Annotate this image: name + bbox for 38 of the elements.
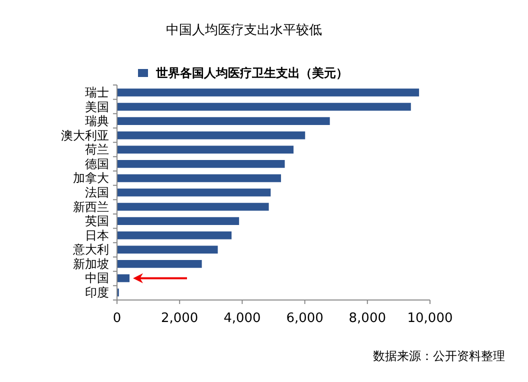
- y-tick-label: 印度: [85, 286, 109, 300]
- y-tick-label: 澳大利亚: [61, 128, 109, 142]
- y-tick-label: 德国: [85, 156, 109, 171]
- y-tick-label: 英国: [85, 214, 109, 228]
- bar: [117, 131, 306, 140]
- chart-title: 中国人均医疗支出水平较低: [166, 23, 322, 38]
- bar: [117, 231, 232, 240]
- bar: [117, 217, 240, 225]
- bar: [117, 117, 330, 125]
- legend-label: 世界各国人均医疗卫生支出（美元）: [155, 66, 348, 80]
- y-tick-label: 新加坡: [73, 256, 109, 271]
- bar: [117, 188, 271, 196]
- bar: [117, 260, 202, 268]
- y-tick-label: 美国: [85, 100, 109, 114]
- bar: [117, 102, 411, 111]
- y-tick-label: 瑞士: [85, 86, 109, 100]
- bar: [117, 160, 285, 168]
- source-note: 数据来源：公开资料整理: [373, 349, 505, 363]
- y-tick-label: 法国: [85, 186, 109, 200]
- bar: [117, 174, 282, 182]
- bar: [117, 274, 130, 282]
- x-tick-label: 6,000: [286, 311, 324, 326]
- y-tick-label: 新西兰: [73, 200, 109, 214]
- bar: [117, 246, 218, 254]
- x-tick-label: 0: [112, 311, 122, 326]
- bar: [117, 202, 269, 211]
- bar: [117, 146, 294, 154]
- y-tick-label: 日本: [85, 228, 109, 242]
- y-tick-label: 中国: [85, 271, 109, 286]
- y-tick-label: 加拿大: [73, 171, 109, 186]
- x-tick-label: 4,000: [224, 311, 261, 326]
- y-tick-label: 意大利: [72, 242, 109, 257]
- x-tick-label: 2,000: [160, 311, 198, 326]
- y-tick-label: 荷兰: [85, 142, 109, 157]
- y-tick-label: 瑞典: [85, 114, 109, 128]
- x-tick-label: 8,000: [348, 311, 386, 326]
- bar: [117, 88, 420, 96]
- x-tick-label: 10,000: [407, 311, 453, 326]
